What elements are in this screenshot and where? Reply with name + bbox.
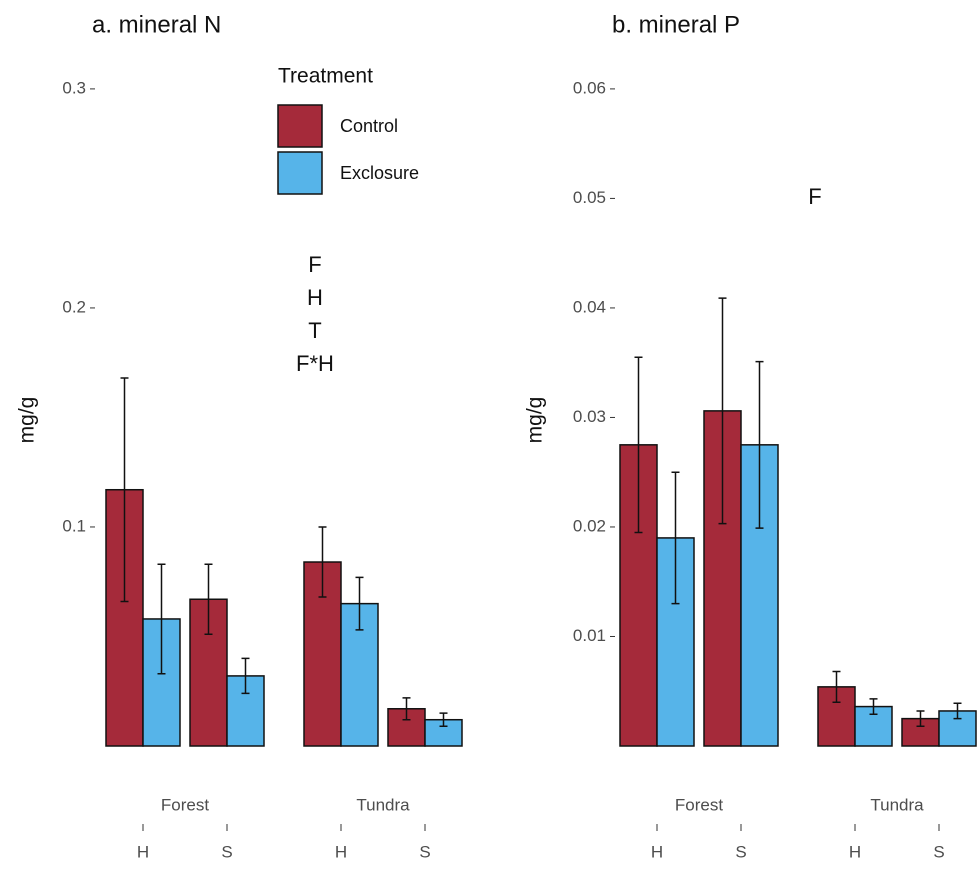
annotation: H	[307, 285, 323, 310]
error-bar	[916, 710, 925, 728]
panel-title: b. mineral P	[612, 11, 740, 38]
error-bar	[634, 356, 643, 534]
x-tick-label: H	[849, 842, 861, 861]
x-tick-label: H	[137, 842, 149, 861]
error-bar	[318, 526, 327, 598]
group-label: Tundra	[870, 795, 924, 814]
error-bar	[755, 360, 764, 529]
y-tick-label: 0.03	[573, 407, 606, 426]
y-tick-label: 0.2	[62, 297, 86, 316]
legend-label: Control	[340, 116, 398, 136]
error-bar	[355, 576, 364, 631]
x-tick-label: S	[933, 842, 944, 861]
y-tick-label: 0.06	[573, 78, 606, 97]
panel-title: a. mineral N	[92, 11, 221, 38]
group-label: Forest	[161, 795, 209, 814]
x-tick-label: S	[735, 842, 746, 861]
group-label: Forest	[675, 795, 723, 814]
legend-title: Treatment	[278, 65, 373, 88]
x-tick-label: H	[651, 842, 663, 861]
error-bar	[120, 377, 129, 603]
y-tick-label: 0.04	[573, 297, 606, 316]
legend-key	[277, 151, 323, 195]
error-bar	[671, 471, 680, 605]
annotation: F	[308, 252, 321, 277]
y-axis-label: mg/g	[524, 397, 547, 444]
y-tick-label: 0.01	[573, 626, 606, 645]
error-bar	[718, 297, 727, 525]
x-tick-label: S	[419, 842, 430, 861]
annotation: T	[308, 318, 321, 343]
y-axis-label: mg/g	[16, 397, 39, 444]
error-bar	[157, 563, 166, 675]
x-tick-label: S	[221, 842, 232, 861]
y-tick-label: 0.05	[573, 188, 606, 207]
error-bar	[439, 712, 448, 728]
error-bar	[869, 698, 878, 715]
error-bar	[832, 670, 841, 703]
y-tick-label: 0.3	[62, 78, 86, 97]
error-bar	[402, 697, 411, 721]
error-bar	[241, 657, 250, 695]
error-bar	[953, 702, 962, 720]
annotation: F	[808, 184, 821, 209]
legend-key	[277, 104, 323, 148]
legend-label: Exclosure	[340, 163, 419, 183]
y-tick-label: 0.02	[573, 516, 606, 535]
y-tick-label: 0.1	[62, 516, 86, 535]
error-bar	[204, 563, 213, 636]
group-label: Tundra	[356, 795, 410, 814]
x-tick-label: H	[335, 842, 347, 861]
annotation: F*H	[296, 351, 334, 376]
